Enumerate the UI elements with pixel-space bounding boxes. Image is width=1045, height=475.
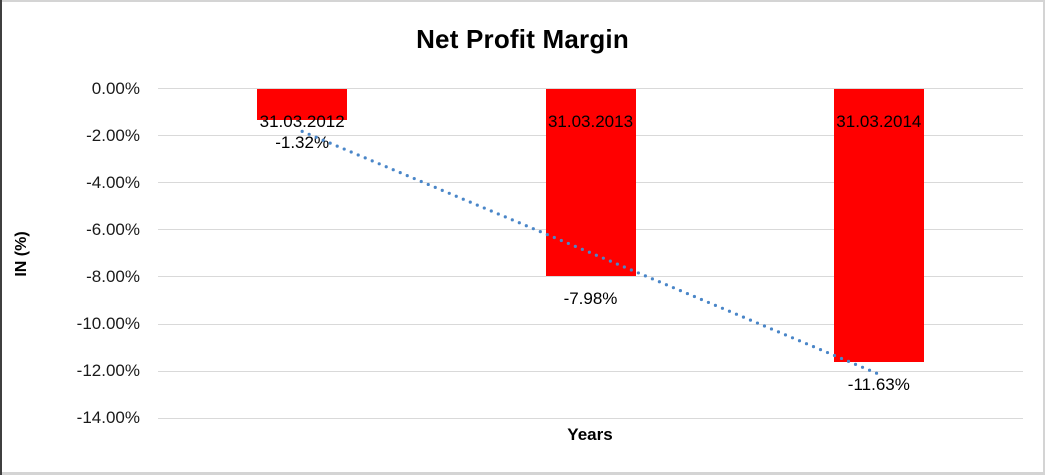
category-label: 31.03.2013 [547,111,634,131]
y-tick-label: -12.00% [76,361,140,381]
y-tick-label: 0.00% [91,78,140,98]
category-label: 31.03.2012 [259,111,345,131]
gridline [158,370,1023,372]
x-axis-title: Years [567,425,613,444]
y-tick-label: -8.00% [86,266,140,286]
y-axis-title: IN (%) [13,231,30,277]
y-tick-label: -6.00% [86,219,140,239]
data-label: -1.32% [275,132,330,152]
category-label: 31.03.2014 [836,111,922,131]
y-tick-label: -14.00% [76,408,140,428]
chart-title: Net Profit Margin [416,24,629,54]
data-label: -7.98% [563,289,618,309]
left-edge-line [0,0,2,475]
y-tick-label: -4.00% [86,172,140,192]
y-tick-label: -10.00% [76,314,140,333]
bar-31.03.2012 [257,88,348,120]
y-tick-label: -2.00% [86,125,140,145]
gridline [158,417,1023,419]
data-label: -11.63% [847,375,910,395]
